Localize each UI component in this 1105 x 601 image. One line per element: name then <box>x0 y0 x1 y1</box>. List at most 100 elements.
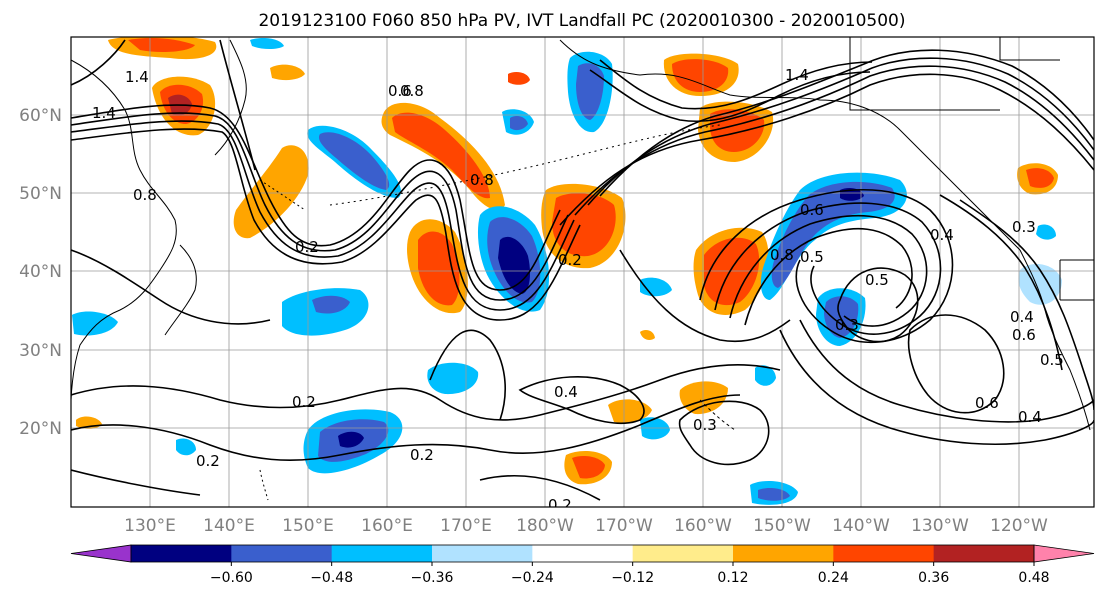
lat-label: 50°N <box>19 184 62 204</box>
lon-label: 150°W <box>753 516 811 536</box>
contour-label: 0.2 <box>292 393 316 411</box>
japan-coastline <box>164 244 197 336</box>
contour-line <box>71 364 781 421</box>
canada-border <box>849 37 1060 111</box>
contour-line <box>71 394 741 461</box>
contour-line <box>589 69 871 123</box>
anomaly-blob <box>576 63 604 120</box>
anomaly-blob <box>270 64 305 81</box>
kamchatka-coastline <box>214 39 247 156</box>
contour-line <box>559 73 1094 226</box>
lon-label: 160°W <box>674 516 732 536</box>
lon-label: 170°W <box>595 516 653 536</box>
contour-line <box>599 59 873 110</box>
contour-label: 0.8 <box>133 186 157 204</box>
anomaly-blob <box>608 399 652 423</box>
anomaly-blob <box>552 193 616 257</box>
anomaly-blob <box>771 181 895 288</box>
contour-label: 0.8 <box>470 171 494 189</box>
contour-line <box>678 400 770 466</box>
contour-label: 0.5 <box>865 271 889 289</box>
lon-label: 120°W <box>990 516 1048 536</box>
colorbar-cell <box>131 545 232 562</box>
coastlines <box>71 37 1094 501</box>
colorbar-tick-label: 0.48 <box>1018 570 1049 586</box>
contour-label: 0.3 <box>693 416 717 434</box>
contour-label: 0.4 <box>1018 408 1042 426</box>
colorbar-cell <box>231 545 333 562</box>
colorbar-cell <box>532 545 634 562</box>
lat-label: 30°N <box>19 341 62 361</box>
contour-line <box>744 227 913 326</box>
contour-line <box>837 267 919 343</box>
contour-label: 0.8 <box>770 246 794 264</box>
contour-line <box>71 112 569 301</box>
contour-line <box>71 249 271 325</box>
contour-label: 0.4 <box>930 226 954 244</box>
colorbar-tick-label: −0.12 <box>611 570 654 586</box>
colorbar: −0.60 −0.48 −0.36 −0.24 −0.12 0.12 0.24 0.36 0.4… <box>70 544 1095 586</box>
colorbar-extend-high <box>1033 544 1095 563</box>
contour-line <box>907 314 1005 414</box>
colorbar-ticks: −0.60 −0.48 −0.36 −0.24 −0.12 0.12 0.24 0.36 0.4… <box>210 562 1050 586</box>
anomaly-blob <box>250 38 284 49</box>
colorbar-tick-label: −0.48 <box>310 570 353 586</box>
colorbar-tick-label: 0.24 <box>818 570 849 586</box>
colorbar-cell <box>833 545 935 562</box>
colorbar-cell <box>933 545 1035 562</box>
anomaly-blob <box>508 72 530 85</box>
negative-anomaly-shading <box>72 38 1062 505</box>
colorbar-tick-label: −0.36 <box>411 570 454 586</box>
contour-line <box>959 199 1094 411</box>
contour-line <box>779 329 1094 445</box>
anomaly-blob <box>640 330 655 340</box>
colorbar-tick-label: 0.12 <box>717 570 748 586</box>
contour-label: 0.2 <box>196 452 220 470</box>
lon-label: 130°W <box>911 516 969 536</box>
latitude-axis: 60°N 50°N 40°N 30°N 20°N <box>19 106 62 439</box>
contour-label: 1.4 <box>125 68 149 86</box>
anomaly-blob <box>1026 168 1054 188</box>
contour-line <box>574 65 1094 216</box>
contour-line <box>619 249 791 343</box>
figure-title: 2019123100 F060 850 hPa PV, IVT Landfall… <box>258 11 905 31</box>
contour-line <box>939 194 1063 371</box>
lon-label: 160°E <box>361 516 413 536</box>
aleutian-islands <box>329 124 721 206</box>
contour-line <box>71 120 575 311</box>
colorbar-tick-label: −0.24 <box>511 570 554 586</box>
longitude-axis: 130°E 140°E 150°E 160°E 170°E 180°W 170°… <box>124 516 1048 536</box>
anomaly-blob <box>176 438 196 456</box>
lon-label: 140°W <box>832 516 890 536</box>
contour-label: 0.3 <box>1012 218 1036 236</box>
lon-label: 180°W <box>516 516 574 536</box>
contour-line <box>219 39 256 171</box>
contour-line <box>71 39 126 86</box>
anomaly-blob <box>338 431 364 448</box>
colorbar-cell <box>733 545 834 562</box>
anomaly-blob <box>679 381 728 415</box>
anomaly-blob <box>755 365 776 386</box>
lat-label: 60°N <box>19 106 62 126</box>
ivt-contours <box>71 39 1094 501</box>
colorbar-cell <box>432 545 533 562</box>
us-border <box>1059 259 1094 301</box>
map-frame <box>70 36 1095 508</box>
contour-line <box>71 128 581 321</box>
contour-label: 0.6 <box>800 201 824 219</box>
alaska-coastline <box>559 39 1021 251</box>
anomaly-blob <box>672 59 729 92</box>
contour-label: 0.2 <box>410 446 434 464</box>
contour-label: 0.5 <box>1040 351 1064 369</box>
contour-label: 0.4 <box>554 383 578 401</box>
contour-label: 1.4 <box>92 104 116 122</box>
lon-label: 140°E <box>203 516 255 536</box>
contour-label: 0.4 <box>1010 308 1034 326</box>
colorbar-cells <box>70 544 1095 563</box>
anomaly-blob <box>312 295 350 314</box>
contour-line <box>479 475 601 501</box>
anomaly-blob <box>128 37 195 53</box>
contour-line <box>729 214 928 327</box>
anomaly-blob <box>427 362 479 395</box>
